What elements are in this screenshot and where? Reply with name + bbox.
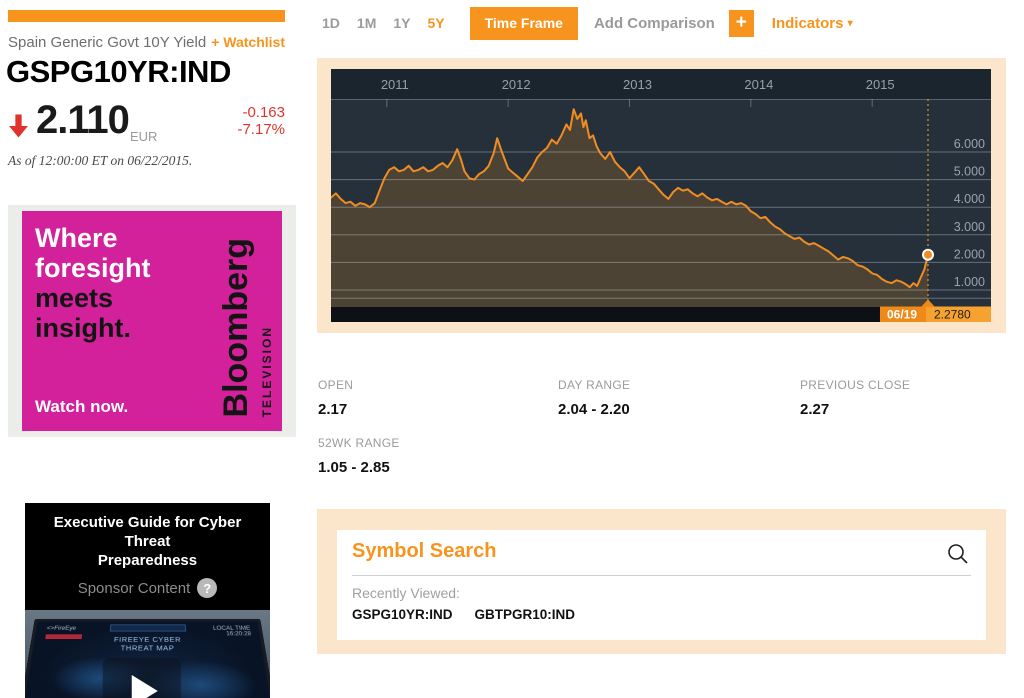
series-area-fill <box>331 109 928 307</box>
ticker-symbol: GSPG10YR:IND <box>6 54 231 89</box>
price-chart-panel: 1.000 2.000 3.000 4.000 5.000 6.000 2011 2012 20… <box>317 58 1006 333</box>
y-axis-label: 2.000 <box>954 247 985 261</box>
stat-label: 52WK RANGE <box>318 436 400 450</box>
stat-label: OPEN <box>318 378 354 392</box>
tv-ad-canvas: Where foresight meets insight. Watch now… <box>22 211 282 431</box>
chart-header-strip <box>331 69 991 99</box>
range-button-1m[interactable]: 1M <box>356 15 377 31</box>
stat-value: 2.27 <box>800 401 830 418</box>
time-frame-button[interactable]: Time Frame <box>469 6 578 40</box>
play-button[interactable] <box>102 658 181 698</box>
recent-symbol-link[interactable]: GSPG10YR:IND <box>352 607 453 622</box>
stat-52wk-range: 52WK RANGE 1.05 - 2.85 <box>318 436 400 476</box>
bloomberg-tv-ad[interactable]: Where foresight meets insight. Watch now… <box>8 205 296 437</box>
change-absolute: -0.163 <box>242 104 285 121</box>
x-axis-label: 2014 <box>744 77 773 92</box>
y-axis-label: 4.000 <box>954 192 985 206</box>
sponsor-ad-header: Executive Guide for Cyber Threat Prepare… <box>25 503 270 610</box>
down-arrow-icon <box>9 114 28 138</box>
quote-accent-bar <box>8 10 285 22</box>
add-watchlist-link[interactable]: + Watchlist <box>211 34 285 50</box>
recently-viewed-label: Recently Viewed: <box>352 585 460 601</box>
range-button-1y[interactable]: 1Y <box>393 15 411 31</box>
tooltip-value: 2.2780 <box>934 308 971 322</box>
y-axis-label: 3.000 <box>954 220 985 234</box>
recently-viewed-list: GSPG10YR:IND GBTPGR10:IND <box>352 607 575 622</box>
threat-map-line2: THREAT MAP <box>120 645 175 653</box>
security-name-row: Spain Generic Govt 10Y Yield + Watchlist <box>8 34 285 51</box>
sponsor-ad-title: Executive Guide for Cyber Threat Prepare… <box>31 513 264 570</box>
play-icon <box>131 675 158 698</box>
tv-ad-line2: foresight <box>35 253 151 283</box>
range-button-5y[interactable]: 5Y <box>427 15 445 31</box>
tooltip-value-box <box>926 306 991 322</box>
change-percent: -7.17% <box>237 121 285 138</box>
stat-open: OPEN 2.17 <box>318 378 353 418</box>
symbol-search-panel: Symbol Search Recently Viewed: GSPG10YR:… <box>317 509 1006 654</box>
recent-symbol-link[interactable]: GBTPGR10:IND <box>474 607 576 622</box>
indicators-dropdown[interactable]: Indicators ▾ <box>772 15 853 32</box>
sponsor-video-thumbnail[interactable]: <>FireEye LOCAL TIME 16:20:28 FIREEYE CYB… <box>25 610 270 698</box>
y-axis-label: 5.000 <box>954 165 985 179</box>
currency-label: EUR <box>130 129 158 144</box>
tv-ad-line1: Where <box>35 223 118 253</box>
symbol-search-title: Symbol Search <box>352 540 497 562</box>
stat-label: PREVIOUS CLOSE <box>800 378 911 392</box>
y-axis-label: 1.000 <box>954 275 985 289</box>
stat-value: 1.05 - 2.85 <box>318 459 390 476</box>
tv-ad-line3: meets <box>35 283 114 313</box>
range-button-1d[interactable]: 1D <box>322 15 340 31</box>
tooltip-pointer <box>921 299 935 307</box>
symbol-search-card: Symbol Search Recently Viewed: GSPG10YR:… <box>337 530 986 640</box>
add-comparison-button[interactable]: Add Comparison <box>593 14 715 32</box>
screen-top-banner <box>109 624 186 632</box>
as-of-timestamp: As of 12:00:00 ET on 06/22/2015. <box>8 153 193 168</box>
sponsor-title-line1: Executive Guide for Cyber Threat <box>53 514 242 550</box>
stat-value: 2.04 - 2.20 <box>558 401 630 418</box>
fireeye-logo-text: <>FireEye <box>46 626 77 632</box>
last-point-marker <box>922 248 934 261</box>
television-wordmark: TELEVISION <box>260 325 274 417</box>
price-change: -0.163 -7.17% <box>237 104 285 138</box>
x-axis-label: 2011 <box>381 77 409 92</box>
tv-ad-line4: insight. <box>35 313 131 343</box>
indicators-label: Indicators <box>771 14 844 32</box>
chart-toolbar: 1D 1M 1Y 5Y Time Frame Add Comparison + … <box>322 6 853 40</box>
chevron-down-icon: ▾ <box>847 17 853 29</box>
watch-now-link[interactable]: Watch now. <box>35 397 129 416</box>
stat-previous-close: PREVIOUS CLOSE 2.27 <box>800 378 910 418</box>
search-icon[interactable] <box>946 542 970 566</box>
x-axis-label: 2015 <box>866 77 895 92</box>
x-axis-label: 2012 <box>502 77 531 92</box>
divider <box>352 575 971 576</box>
security-name: Spain Generic Govt 10Y Yield <box>8 34 207 51</box>
last-price: 2.110 <box>36 98 130 142</box>
threat-map-line1: FIREEYE CYBER <box>113 637 182 644</box>
chart-bottom-strip <box>331 307 991 322</box>
x-axis-label: 2013 <box>623 77 652 92</box>
tv-ad-headline: Where foresight meets insight. <box>35 223 151 343</box>
price-block: 2.110 EUR -0.163 -7.17% <box>8 98 285 148</box>
stat-day-range: DAY RANGE 2.04 - 2.20 <box>558 378 630 418</box>
sponsor-title-line2: Preparedness <box>97 552 198 569</box>
sponsor-cyber-ad[interactable]: Executive Guide for Cyber Threat Prepare… <box>25 503 270 698</box>
sponsor-help-icon[interactable]: ? <box>197 578 218 598</box>
tooltip-date: 06/19 <box>887 308 917 322</box>
sponsor-content-row: Sponsor Content ? <box>31 578 264 598</box>
add-comparison-plus-button[interactable]: + <box>728 9 754 37</box>
stat-value: 2.17 <box>318 401 348 418</box>
sponsor-content-label: Sponsor Content <box>77 579 191 597</box>
stat-label: DAY RANGE <box>558 378 631 392</box>
threat-map-title: FIREEYE CYBER THREAT MAP <box>32 636 263 653</box>
bloomberg-wordmark: Bloomberg <box>217 237 255 417</box>
price-chart[interactable]: 1.000 2.000 3.000 4.000 5.000 6.000 2011 2012 20… <box>331 69 991 322</box>
y-axis-label: 6.000 <box>954 137 985 151</box>
series-line <box>331 108 929 289</box>
